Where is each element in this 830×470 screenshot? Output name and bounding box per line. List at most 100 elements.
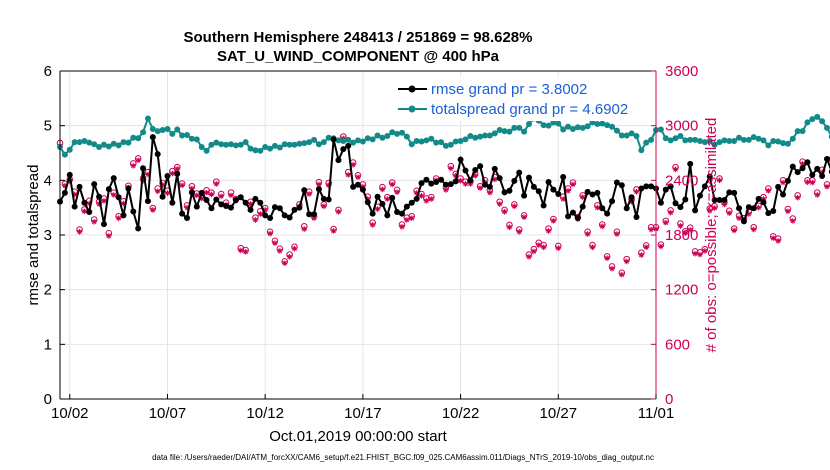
totalspread-point <box>521 128 528 135</box>
rmse-point <box>628 194 635 201</box>
totalspread-point <box>428 135 435 142</box>
rmse-point <box>193 203 200 210</box>
obs-assimilated-point <box>765 188 772 194</box>
totalspread-point <box>389 129 396 136</box>
obs-assimilated-point <box>150 207 156 213</box>
rmse-point <box>569 209 576 216</box>
rmse-point <box>115 194 122 201</box>
obs-assimilated-point <box>711 205 718 211</box>
obs-assimilated-point <box>809 179 816 186</box>
totalspread-point <box>355 137 361 144</box>
obs-assimilated-point <box>247 201 254 207</box>
rmse-point <box>125 185 132 192</box>
obs-assimilated-point <box>311 215 317 221</box>
totalspread-point <box>745 136 752 143</box>
obs-assimilated-point <box>448 165 454 172</box>
totalspread-point <box>775 138 782 145</box>
totalspread-point <box>442 142 449 149</box>
totalspread-point <box>179 132 186 139</box>
obs-assimilated-point <box>394 189 400 195</box>
totalspread-point <box>61 151 68 158</box>
obs-assimilated-point <box>330 228 337 234</box>
totalspread-point <box>144 115 151 122</box>
totalspread-point <box>491 130 498 137</box>
obs-assimilated-point <box>789 218 796 224</box>
totalspread-point <box>731 137 738 144</box>
obs-assimilated-point <box>135 157 141 164</box>
y-tick-label: 3 <box>44 227 52 244</box>
obs-assimilated-point <box>770 235 777 241</box>
totalspread-point <box>701 139 708 146</box>
rmse-point <box>618 182 625 189</box>
totalspread-point <box>472 134 479 141</box>
obs-assimilated-point <box>301 226 308 232</box>
legend-box <box>393 77 655 121</box>
totalspread-point <box>462 136 469 143</box>
totalspread-point <box>613 127 620 134</box>
rmse-point <box>330 136 337 143</box>
rmse-point <box>560 174 567 181</box>
rmse-point <box>384 212 391 219</box>
rmse-point <box>154 151 161 158</box>
totalspread-point <box>516 124 523 131</box>
obs-assimilated-point <box>228 192 234 199</box>
totalspread-point <box>672 135 679 142</box>
obs-assimilated-point <box>140 177 146 184</box>
obs-assimilated-point <box>262 207 268 213</box>
obs-assimilated-point <box>814 192 821 198</box>
totalspread-point <box>496 127 503 134</box>
obs-assimilated-point <box>325 182 332 189</box>
rmse-point <box>555 191 562 197</box>
obs-assimilated-point <box>570 181 576 188</box>
y-right-tick-label: 1800 <box>665 227 698 244</box>
obs-assimilated-point <box>521 214 527 221</box>
rmse-point <box>491 165 498 172</box>
obs-assimilated-point <box>780 179 786 186</box>
totalspread-point <box>203 147 210 154</box>
totalspread-point <box>394 130 401 137</box>
totalspread-point <box>291 141 298 148</box>
totalspread-point <box>154 128 161 135</box>
totalspread-point <box>716 139 723 146</box>
y-right-tick-label: 2400 <box>665 172 698 189</box>
totalspread-point <box>477 133 484 140</box>
obs-assimilated-point <box>599 223 606 230</box>
totalspread-point <box>306 139 313 146</box>
totalspread-point <box>755 135 762 142</box>
rmse-point <box>823 156 830 163</box>
rmse-point <box>413 195 420 202</box>
rmse-point <box>745 204 752 211</box>
rmse-point <box>159 193 166 200</box>
rmse-point <box>457 156 464 163</box>
y-right-tick-label: 3600 <box>665 63 698 80</box>
obs-assimilated-point <box>648 226 654 233</box>
rmse-point <box>638 185 645 192</box>
obs-assimilated-point <box>794 194 801 201</box>
obs-assimilated-point <box>560 196 566 202</box>
rmse-point <box>184 215 191 222</box>
totalspread-point <box>96 143 103 150</box>
legend-marker-spread <box>408 105 416 113</box>
rmse-point <box>750 205 757 212</box>
rmse-point <box>144 198 151 205</box>
totalspread-point <box>565 123 572 130</box>
totalspread-point <box>750 134 757 141</box>
obs-assimilated-point <box>184 204 190 211</box>
obs-assimilated-point <box>775 238 781 244</box>
totalspread-point <box>433 139 440 146</box>
totalspread-point <box>257 147 264 154</box>
rmse-point <box>599 205 606 212</box>
rmse-point <box>667 183 674 190</box>
obs-assimilated-point <box>364 196 371 202</box>
obs-assimilated-point <box>408 215 415 221</box>
rmse-point <box>477 163 484 170</box>
rmse-point <box>311 211 318 218</box>
obs-assimilated-point <box>804 179 811 185</box>
rmse-point <box>433 178 440 185</box>
totalspread-point <box>418 138 425 145</box>
rmse-point <box>369 210 376 217</box>
rmse-point <box>711 197 718 204</box>
obs-assimilated-point <box>399 224 405 230</box>
totalspread-point <box>682 137 689 144</box>
rmse-point <box>545 178 552 185</box>
